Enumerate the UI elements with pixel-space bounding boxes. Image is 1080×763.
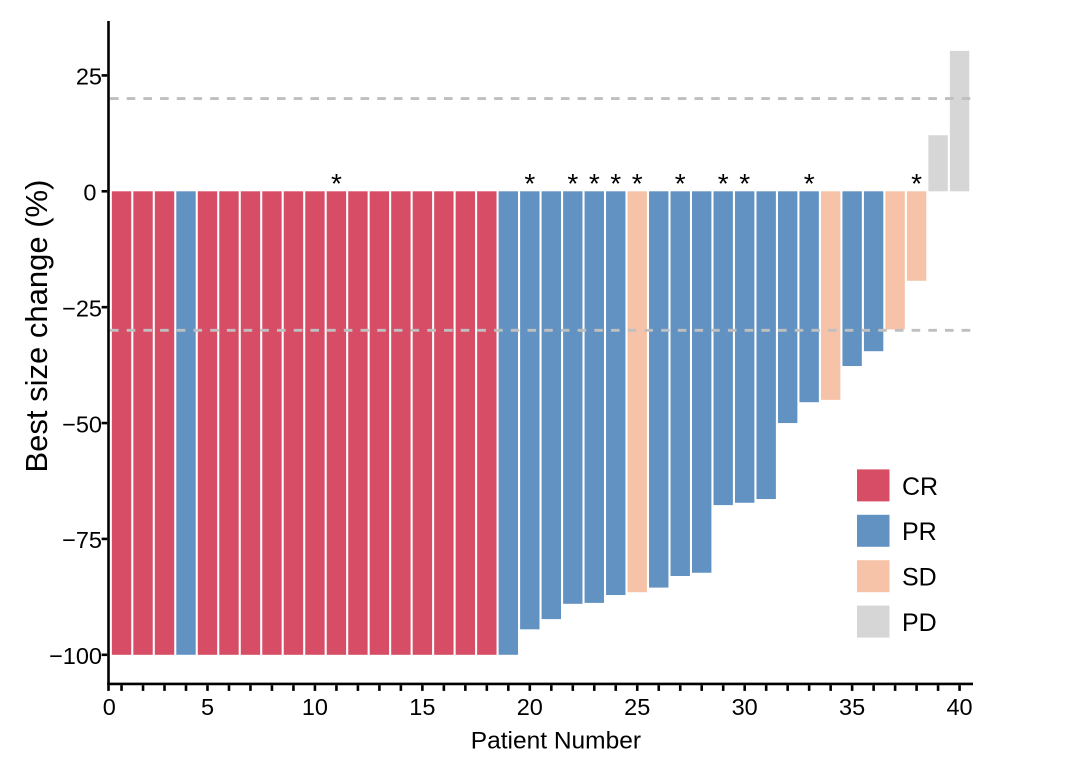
svg-text:*: * [632, 168, 643, 199]
svg-text:*: * [804, 168, 815, 199]
svg-text:*: * [718, 168, 729, 199]
svg-text:*: * [589, 168, 600, 199]
svg-text:SD: SD [902, 564, 937, 592]
svg-text:0: 0 [83, 180, 96, 206]
svg-text:−50: −50 [62, 411, 102, 437]
svg-text:*: * [610, 168, 621, 199]
svg-text:PR: PR [902, 518, 937, 546]
svg-text:20: 20 [517, 694, 543, 720]
svg-text:CR: CR [902, 473, 938, 501]
svg-text:10: 10 [302, 694, 328, 720]
svg-text:5: 5 [201, 694, 214, 720]
svg-text:Patient Number: Patient Number [471, 728, 641, 755]
svg-text:*: * [739, 168, 750, 199]
svg-text:*: * [524, 168, 535, 199]
svg-text:0: 0 [103, 694, 116, 720]
svg-text:Best size change (%): Best size change (%) [19, 180, 54, 473]
svg-text:*: * [675, 168, 686, 199]
svg-text:−75: −75 [62, 527, 102, 553]
svg-text:15: 15 [409, 694, 435, 720]
svg-text:−25: −25 [62, 295, 102, 321]
svg-text:25: 25 [76, 64, 102, 90]
svg-text:*: * [911, 168, 922, 199]
svg-text:PD: PD [902, 609, 937, 637]
svg-text:*: * [331, 168, 342, 199]
svg-text:30: 30 [732, 694, 758, 720]
svg-text:25: 25 [624, 694, 650, 720]
svg-text:40: 40 [946, 694, 972, 720]
svg-text:*: * [567, 168, 578, 199]
svg-text:35: 35 [839, 694, 865, 720]
svg-text:−100: −100 [49, 643, 102, 669]
